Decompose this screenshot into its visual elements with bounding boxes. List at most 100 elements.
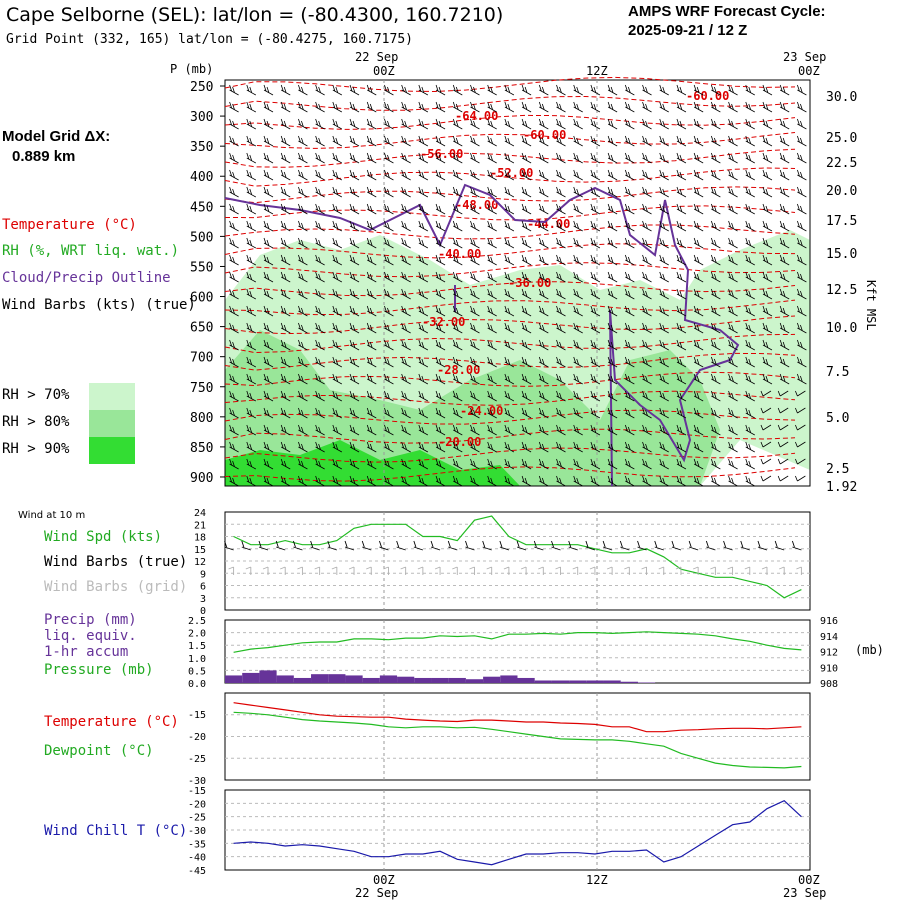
wind-barb-14-4 [470, 152, 480, 164]
wind-barb-11-12 [418, 288, 429, 300]
wind-barb-15-12 [487, 288, 497, 300]
wind-barb-19-17 [556, 373, 566, 385]
wind-barb-5-20 [315, 424, 325, 436]
wind-barb-16-5 [504, 169, 515, 181]
wind-barb-32-4 [779, 152, 790, 164]
wind-barb-31-3 [762, 135, 773, 147]
wind-barb-28-7 [710, 203, 721, 215]
wind-barb-18-7 [538, 203, 549, 215]
wind-barb-23-11 [624, 271, 635, 283]
wind-barb-8-4 [366, 152, 377, 164]
wind-barb-30-5 [745, 169, 755, 181]
grid-barb-5 [314, 566, 321, 575]
wind-barb-33-22 [795, 458, 806, 465]
wind-barb-21-10 [590, 254, 601, 266]
wind-ytick-2: 18 [194, 533, 206, 544]
wind-barb-14-6 [470, 186, 480, 198]
wind-barb-23-20 [624, 424, 635, 436]
pressure-ytick-0: 916 [820, 616, 838, 627]
pressure-tick-800: 800 [190, 411, 213, 426]
grid-barb-14 [469, 566, 475, 575]
wind-barb-2-9 [263, 237, 274, 249]
wind-barb-21-17 [590, 373, 601, 385]
wind-barb-24-18 [642, 390, 652, 402]
wind-barb-16-11 [504, 271, 515, 283]
wind-barb-18-13 [538, 305, 549, 317]
wind-barb-27-22 [693, 458, 704, 470]
true-barb-9 [379, 540, 389, 551]
wind-barb-5-4 [315, 152, 325, 164]
wind-barb-2-8 [263, 220, 274, 232]
wind-barb-23-5 [624, 169, 635, 181]
wind-barb-31-8 [762, 220, 773, 232]
wind-barb-27-18 [693, 390, 704, 402]
wind-barb-25-12 [659, 288, 669, 300]
wind-barb-24-15 [642, 339, 652, 351]
wind-barb-24-22 [642, 458, 652, 470]
wind-barb-17-15 [521, 339, 532, 351]
wind-barb-12-23 [435, 475, 446, 487]
top-hour-1: 00Z [373, 64, 395, 78]
wind-barb-0-9 [229, 237, 239, 249]
precip-bar-5 [311, 674, 329, 683]
wind-barb-5-15 [315, 339, 325, 351]
wind-barb-23-14 [624, 322, 635, 334]
wind-barb-25-16 [659, 356, 669, 368]
wind-barb-2-11 [263, 271, 274, 283]
wind-barb-31-13 [762, 305, 773, 317]
wind-barb-27-12 [693, 288, 704, 300]
wind-barb-12-5 [435, 169, 446, 181]
wind-barb-19-10 [556, 254, 566, 266]
wind-barb-8-12 [366, 288, 377, 300]
pressure-tick-550: 550 [190, 260, 213, 275]
wind-barb-15-5 [487, 169, 497, 181]
wind-barb-6-6 [332, 186, 343, 198]
wind-barb-33-23 [795, 475, 806, 482]
wind-barb-24-4 [642, 152, 652, 164]
wind-barb-15-1 [487, 101, 497, 113]
wind-barb-18-10 [538, 254, 549, 266]
bottom-date-2: 23 Sep [783, 886, 827, 900]
wind-barb-14-23 [470, 475, 480, 487]
wind-barb-21-21 [590, 441, 601, 453]
wind-barb-23-17 [624, 373, 635, 385]
wind-barb-30-21 [745, 441, 755, 453]
wind-barb-4-20 [298, 424, 308, 436]
wind-speed-line [233, 515, 802, 599]
wind-barb-18-2 [538, 118, 549, 130]
true-barb-10 [396, 540, 406, 551]
wind-barb-14-10 [470, 254, 480, 266]
wind-barb-2-17 [263, 373, 274, 385]
wind-barb-8-8 [366, 220, 377, 232]
wind-barb-29-17 [728, 373, 738, 385]
wind-barb-6-1 [332, 101, 343, 113]
wind-barb-2-12 [263, 288, 274, 300]
wind-barb-25-14 [659, 322, 669, 334]
wind-barb-5-10 [315, 254, 325, 266]
wind-barb-13-16 [452, 356, 463, 368]
temp-ytick-0: -15 [188, 710, 206, 721]
wind-barb-15-3 [487, 135, 497, 147]
wind-barb-7-4 [349, 152, 360, 164]
wind-barb-1-9 [246, 237, 257, 249]
wind-barb-3-23 [280, 475, 291, 487]
wind-barb-23-2 [624, 118, 635, 130]
wind-barb-29-8 [728, 220, 738, 232]
precip-bar-4 [293, 677, 312, 683]
chill-ytick-5: -40 [188, 853, 206, 864]
wind-barb-9-7 [384, 203, 394, 215]
wind-barb-16-16 [504, 356, 515, 368]
wind-barb-32-1 [779, 101, 790, 113]
wind-barb-14-18 [470, 390, 480, 402]
grid-barb-0 [228, 566, 235, 575]
grid-barb-10 [400, 566, 407, 575]
wind-barb-31-23 [760, 475, 772, 482]
wind-barb-22-2 [607, 118, 618, 130]
wind-barb-20-1 [573, 101, 583, 113]
grid-barb-3 [280, 566, 286, 575]
wind-barb-13-4 [452, 152, 463, 164]
wind-barb-21-13 [590, 305, 601, 317]
wind-barb-33-15 [797, 339, 807, 351]
wind-barb-26-20 [676, 424, 687, 436]
true-barb-27 [688, 540, 699, 551]
